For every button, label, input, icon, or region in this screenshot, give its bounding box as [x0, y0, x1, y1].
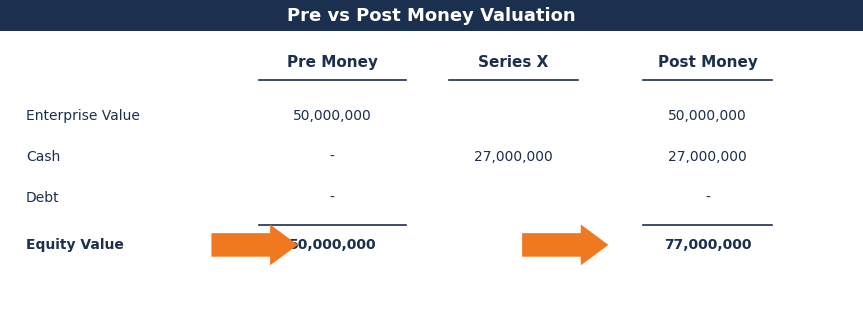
Text: Debt: Debt [26, 191, 60, 205]
Text: Enterprise Value: Enterprise Value [26, 109, 140, 123]
Text: Pre vs Post Money Valuation: Pre vs Post Money Valuation [287, 7, 576, 25]
Bar [0, 0, 863, 31]
Text: 77,000,000: 77,000,000 [664, 238, 752, 252]
Text: Series X: Series X [478, 55, 549, 70]
Text: 50,000,000: 50,000,000 [293, 109, 372, 123]
Text: 50,000,000: 50,000,000 [668, 109, 747, 123]
Text: 27,000,000: 27,000,000 [474, 150, 553, 164]
Text: Post Money: Post Money [658, 55, 758, 70]
Text: -: - [330, 150, 335, 164]
Text: 50,000,000: 50,000,000 [288, 238, 376, 252]
Text: Cash: Cash [26, 150, 60, 164]
FancyArrow shape [211, 225, 298, 265]
Text: Equity Value: Equity Value [26, 238, 123, 252]
FancyArrow shape [522, 225, 608, 265]
Text: -: - [705, 191, 710, 205]
Text: -: - [330, 191, 335, 205]
Text: Pre Money: Pre Money [287, 55, 378, 70]
Text: 27,000,000: 27,000,000 [668, 150, 747, 164]
